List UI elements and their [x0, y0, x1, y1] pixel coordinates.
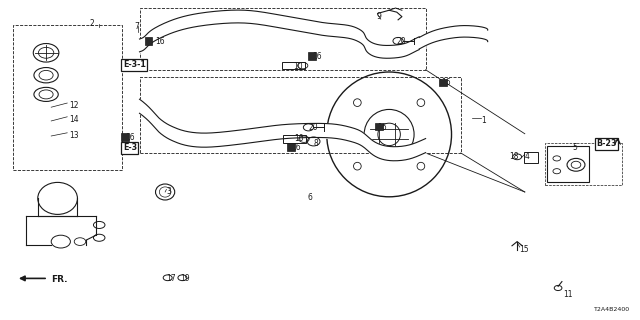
Text: 13: 13	[69, 131, 79, 140]
Bar	[140, 77, 461, 153]
Text: 16: 16	[125, 133, 134, 142]
Text: 12: 12	[69, 101, 79, 110]
Bar	[439, 79, 447, 86]
Text: 19: 19	[180, 274, 190, 283]
Bar	[545, 143, 622, 185]
Text: 1: 1	[481, 116, 486, 125]
Bar	[524, 152, 538, 163]
Text: 17: 17	[166, 274, 176, 283]
Text: E-3-1: E-3-1	[123, 60, 146, 69]
Text: 16: 16	[291, 143, 301, 152]
Text: FR.: FR.	[51, 276, 68, 284]
Text: 5: 5	[573, 143, 578, 152]
Text: B-23: B-23	[596, 140, 617, 148]
Text: 3: 3	[166, 188, 172, 196]
Text: 2: 2	[90, 19, 94, 28]
Bar	[375, 123, 383, 130]
Text: 14: 14	[69, 115, 79, 124]
Text: 6: 6	[307, 193, 312, 202]
Bar	[145, 37, 152, 45]
Text: 10: 10	[294, 134, 304, 143]
Text: T2A4B2400: T2A4B2400	[595, 307, 630, 312]
Text: 16: 16	[155, 37, 164, 46]
Text: 16: 16	[442, 78, 451, 87]
Text: 20: 20	[308, 124, 318, 132]
Text: E-3: E-3	[123, 143, 137, 152]
Text: 15: 15	[520, 245, 529, 254]
Bar	[547, 146, 589, 182]
Bar	[282, 62, 305, 69]
Bar	[308, 52, 316, 60]
Text: 18: 18	[509, 152, 519, 161]
Text: 8: 8	[314, 139, 318, 148]
Text: 16: 16	[378, 123, 387, 132]
Bar	[140, 8, 426, 70]
Text: 9: 9	[376, 12, 381, 21]
Text: 11: 11	[563, 290, 573, 299]
Text: 16: 16	[312, 52, 322, 61]
Text: 20: 20	[397, 37, 406, 46]
Text: 4: 4	[525, 152, 530, 161]
Text: 7: 7	[134, 22, 140, 31]
Text: 10: 10	[293, 62, 303, 71]
Bar	[283, 135, 306, 143]
Bar	[287, 143, 295, 151]
Bar	[13, 25, 122, 170]
Bar	[121, 133, 129, 141]
